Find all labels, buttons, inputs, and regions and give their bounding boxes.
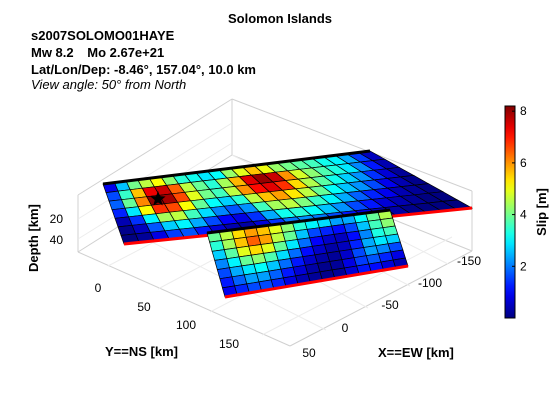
colorbar-tick-label: 4: [520, 208, 527, 222]
ew-tick-label: -100: [418, 276, 442, 290]
fault-segments: [102, 149, 474, 299]
colorbar: 2 4 6 8: [504, 104, 527, 319]
box-edge: [231, 98, 473, 192]
magnitude-text: Mw 8.2: [31, 45, 74, 60]
wall-gridline: [77, 122, 233, 220]
location-text: Lat/Lon/Dep: -8.46°, 157.04°, 10.0 km: [31, 62, 256, 77]
ns-tick-label: 100: [176, 318, 196, 332]
location-line: Lat/Lon/Dep: -8.46°, 157.04°, 10.0 km: [31, 62, 256, 77]
fault-segment-1: [102, 149, 474, 246]
ew-tick-label: -50: [381, 298, 399, 312]
moment-text: Mo 2.67e+21: [87, 45, 165, 60]
box-edge: [77, 98, 233, 196]
chart-title: Solomon Islands: [227, 11, 332, 26]
ns-axis-label: Y==NS [km]: [105, 344, 178, 359]
depth-axis-label: Depth [km]: [26, 204, 41, 272]
view-angle-line: View angle: 50° from North: [31, 77, 186, 92]
colorbar-bar: [504, 105, 516, 319]
ns-tick-label: 50: [137, 300, 151, 314]
depth-tick-label: 20: [50, 212, 64, 226]
fault-bottom-edge: [224, 264, 409, 299]
fault-top-edge: [206, 208, 391, 235]
axis-ticks: 0 50 100 150 -150 -100 -50 0 50 20 40: [50, 212, 482, 360]
ns-tick-label: 0: [95, 281, 102, 295]
ew-tick-label: -150: [457, 254, 481, 268]
magnitude-line: Mw 8.2 Mo 2.67e+21: [31, 45, 174, 60]
fault-top-edge: [102, 149, 371, 186]
event-id: s2007SOLOMO01HAYE: [31, 28, 175, 43]
hypocenter-star-icon: [150, 191, 166, 206]
colorbar-tick-label: 6: [520, 156, 527, 170]
ew-axis-label: X==EW [km]: [378, 345, 454, 360]
fault-segment-2: [206, 208, 409, 299]
view-angle-text: View angle: 50° from North: [31, 77, 187, 92]
ns-tick-label: 150: [219, 337, 239, 351]
depth-tick-label: 40: [50, 233, 64, 247]
colorbar-label: Slip [m]: [534, 188, 549, 236]
ew-tick-label: 0: [342, 321, 349, 335]
box-edge: [289, 250, 473, 347]
colorbar-tick-label: 8: [520, 104, 527, 118]
box-edge: [77, 251, 291, 347]
colorbar-tick-label: 2: [520, 259, 527, 273]
ew-tick-label: 50: [302, 346, 316, 360]
floor-gridline: [261, 236, 453, 336]
